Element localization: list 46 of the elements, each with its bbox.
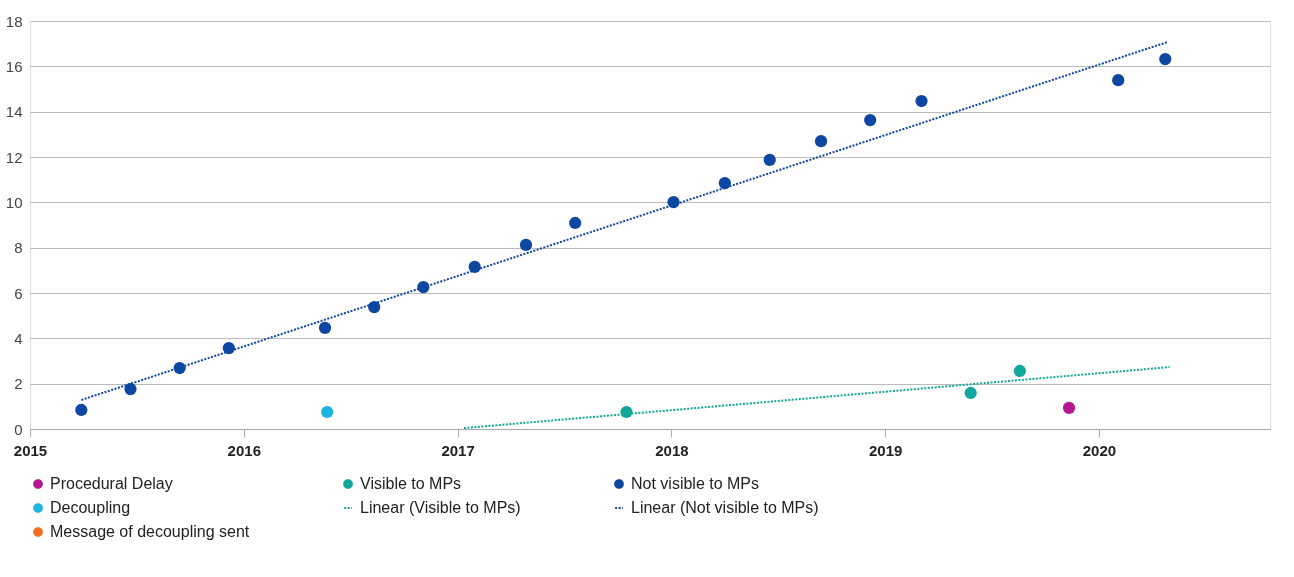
point (1062, 401, 1076, 415)
point (718, 176, 731, 190)
x-tick-label: 2015 (13, 441, 48, 459)
y-tick-label: 16 (5, 57, 23, 75)
legend-label: Decoupling (50, 499, 131, 516)
point (368, 300, 381, 314)
point (468, 260, 481, 274)
y-tick-label: 10 (5, 193, 23, 211)
point (864, 113, 877, 127)
x-tick-label: 2019 (868, 441, 903, 459)
point (124, 382, 137, 396)
point (763, 153, 776, 167)
y-tick-label: 18 (5, 12, 23, 30)
y-tick-label: 12 (5, 148, 23, 166)
x-tick-label: 2020 (1082, 441, 1117, 459)
legend-label: Not visible to MPs (631, 475, 760, 492)
y-tick-label: 8 (14, 239, 23, 257)
legend-label: Message of decoupling sent (50, 523, 250, 540)
legend-label: Linear (Visible to MPs) (360, 499, 521, 516)
x-tick-label: 2016 (227, 441, 261, 459)
point (321, 405, 334, 419)
y-tick-label: 6 (14, 284, 23, 302)
point (1112, 74, 1125, 87)
legend-label: Visible to MPs (360, 475, 462, 492)
point (1013, 364, 1026, 378)
point (519, 238, 533, 252)
legend-label: Procedural Delay (50, 475, 173, 492)
point (222, 341, 235, 355)
point (318, 321, 332, 335)
y-tick-label: 0 (14, 420, 23, 438)
point (569, 216, 582, 230)
point (1159, 52, 1172, 66)
x-tick-label: 2017 (441, 441, 475, 459)
y-tick-label: 4 (14, 329, 23, 347)
point (173, 361, 186, 375)
y-tick-label: 14 (5, 103, 23, 121)
point (620, 405, 633, 419)
legend-label: Linear (Not visible to MPs) (631, 499, 819, 516)
point (814, 135, 828, 148)
point (75, 403, 88, 417)
point (915, 94, 928, 108)
point (667, 195, 680, 209)
y-tick-label: 2 (14, 375, 23, 393)
x-tick-label: 2018 (655, 441, 689, 459)
point (964, 386, 977, 400)
point (417, 280, 430, 294)
